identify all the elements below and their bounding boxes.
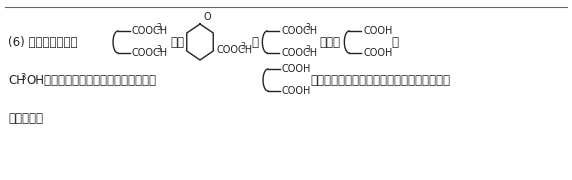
Text: COOCH: COOCH: [281, 48, 317, 58]
Text: 与: 与: [391, 35, 398, 48]
Text: 合成: 合成: [170, 35, 184, 48]
Text: COOCH: COOCH: [216, 45, 252, 55]
Text: 3: 3: [305, 23, 310, 32]
Text: COOCH: COOCH: [132, 48, 168, 58]
Text: COOH: COOH: [282, 86, 311, 96]
Text: 3: 3: [305, 45, 310, 54]
Text: (6) 用逆推法，可用: (6) 用逆推法，可用: [8, 35, 77, 48]
Text: 可通过: 可通过: [319, 35, 340, 48]
Text: 3: 3: [20, 73, 25, 82]
Text: O: O: [203, 12, 210, 22]
Text: ；环戊醇发生消去反应得环戊烯。由此，可得: ；环戊醇发生消去反应得环戊烯。由此，可得: [310, 73, 450, 87]
Text: CH: CH: [8, 73, 25, 87]
Text: 3: 3: [156, 45, 161, 54]
Text: 3: 3: [156, 23, 161, 32]
Text: OH发生酯化反应生成；环戊烯氧化可得: OH发生酯化反应生成；环戊烯氧化可得: [26, 73, 156, 87]
Text: COOH: COOH: [363, 26, 392, 36]
Text: COOCH: COOCH: [281, 26, 317, 36]
Text: 3: 3: [240, 42, 245, 51]
Text: COOH: COOH: [363, 48, 392, 58]
Text: 合成路线。: 合成路线。: [8, 111, 43, 125]
Text: COOCH: COOCH: [132, 26, 168, 36]
Text: ；: ；: [251, 35, 259, 48]
Text: COOH: COOH: [282, 64, 311, 74]
